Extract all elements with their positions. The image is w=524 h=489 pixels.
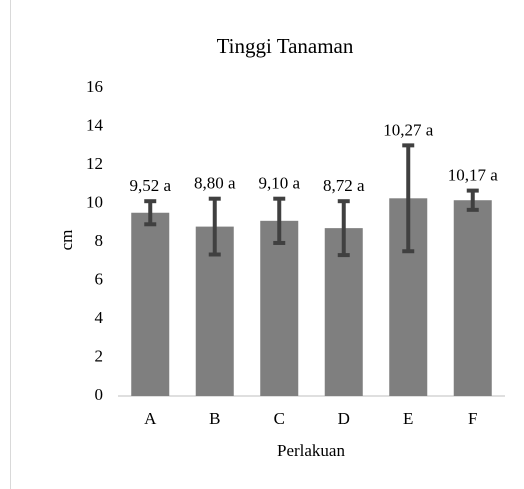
error-bar <box>144 199 157 227</box>
chart-title: Tinggi Tanaman <box>217 34 354 58</box>
value-label: 8,72 a <box>323 176 365 195</box>
value-label: 8,80 a <box>194 174 236 193</box>
x-tick-label: B <box>209 409 220 428</box>
value-label: 9,10 a <box>258 174 300 193</box>
x-tick-label: F <box>468 409 477 428</box>
y-tick-label: 12 <box>86 154 103 173</box>
x-tick-label: D <box>338 409 350 428</box>
y-tick-label: 16 <box>86 77 103 96</box>
y-axis-title: cm <box>57 230 76 251</box>
y-tick-label: 4 <box>95 308 104 327</box>
error-bar <box>208 196 221 257</box>
bar <box>131 212 170 396</box>
error-bar <box>466 188 479 212</box>
bar <box>260 220 299 396</box>
value-label: 10,17 a <box>448 166 499 185</box>
x-tick-label: E <box>403 409 413 428</box>
value-label: 10,27 a <box>383 120 434 139</box>
error-bar <box>337 199 350 258</box>
error-bar <box>273 196 286 245</box>
y-tick-label: 14 <box>86 115 104 134</box>
chart-frame <box>10 0 11 489</box>
bar <box>453 200 492 396</box>
y-tick-label: 0 <box>95 385 104 404</box>
y-tick-label: 6 <box>95 269 104 288</box>
x-tick-label: A <box>144 409 157 428</box>
y-tick-label: 2 <box>95 346 104 365</box>
x-tick-label: C <box>274 409 285 428</box>
y-tick-label: 8 <box>95 231 104 250</box>
error-bar <box>402 143 415 254</box>
value-label: 9,52 a <box>129 176 171 195</box>
y-tick-label: 10 <box>86 192 103 211</box>
x-axis-title: Perlakuan <box>277 441 345 460</box>
